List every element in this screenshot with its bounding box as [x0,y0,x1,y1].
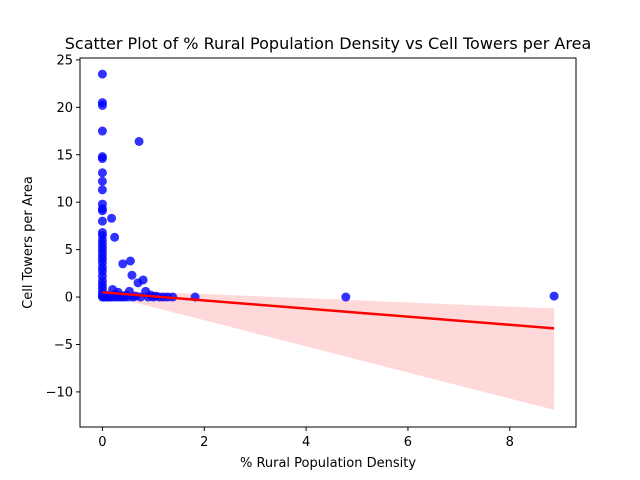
data-point [97,176,107,186]
y-tick-label: 25 [56,53,73,68]
regression-line [102,291,555,330]
y-tick-label: 15 [56,148,73,163]
y-tick-label: −10 [46,385,73,400]
data-point [118,259,128,269]
y-axis-label: Cell Towers per Area [21,176,36,309]
data-point [97,100,107,110]
x-tick-label: 6 [404,435,412,450]
chart-title: Scatter Plot of % Rural Population Densi… [65,34,592,53]
data-point [110,232,120,242]
data-point [97,185,107,195]
data-point [134,136,144,146]
y-tick-label: 10 [56,196,73,211]
y-tick-label: 20 [56,101,73,116]
x-tick-label: 8 [506,435,514,450]
data-point [97,216,107,226]
data-point [97,154,107,164]
data-point [97,69,107,79]
x-axis-label: % Rural Population Density [240,456,416,471]
data-point [138,275,148,285]
data-point [341,292,351,302]
data-point [549,291,559,301]
x-axis: 0 2 4 6 8 [98,427,514,450]
data-point [97,126,107,136]
x-tick-label: 4 [302,435,310,450]
axes-frame [79,57,577,428]
data-point [107,213,117,223]
data-point [97,206,107,216]
data-point [97,168,107,178]
confidence-band [102,289,555,410]
plot-area [97,69,559,410]
x-tick-label: 2 [200,435,208,450]
data-point [125,256,135,266]
y-tick-label: −5 [54,338,73,353]
y-tick-label: 0 [65,291,73,306]
data-point [127,270,137,280]
y-tick-label: 5 [65,243,73,258]
y-axis: −10 −5 0 5 10 15 20 25 [46,53,80,400]
x-tick-label: 0 [98,435,106,450]
